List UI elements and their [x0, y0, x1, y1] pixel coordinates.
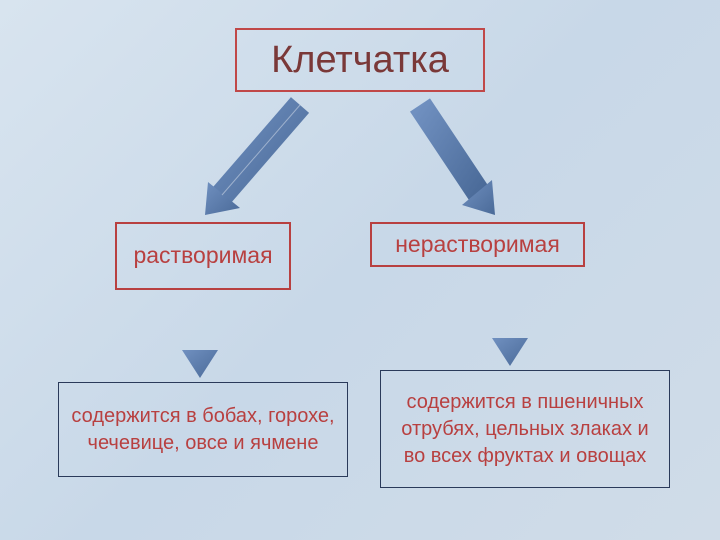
- title-text: Клетчатка: [271, 39, 449, 82]
- desc-text-left: содержится в бобах, горохе, чечевице, ов…: [69, 403, 337, 457]
- arrow-1: [205, 105, 300, 215]
- branch-label-left: растворимая: [133, 242, 272, 270]
- arrow-3: [182, 295, 218, 378]
- arrow-2: [420, 105, 495, 215]
- desc-box-left: содержится в бобах, горохе, чечевице, ов…: [58, 382, 348, 477]
- desc-text-right: содержится в пшеничных отрубях, цельных …: [391, 389, 659, 470]
- branch-box-left: растворимая: [115, 222, 291, 290]
- branch-box-right: нерастворимая: [370, 222, 585, 267]
- arrow-4: [492, 272, 528, 366]
- desc-box-right: содержится в пшеничных отрубях, цельных …: [380, 370, 670, 488]
- title-box: Клетчатка: [235, 28, 485, 92]
- branch-label-right: нерастворимая: [395, 231, 560, 259]
